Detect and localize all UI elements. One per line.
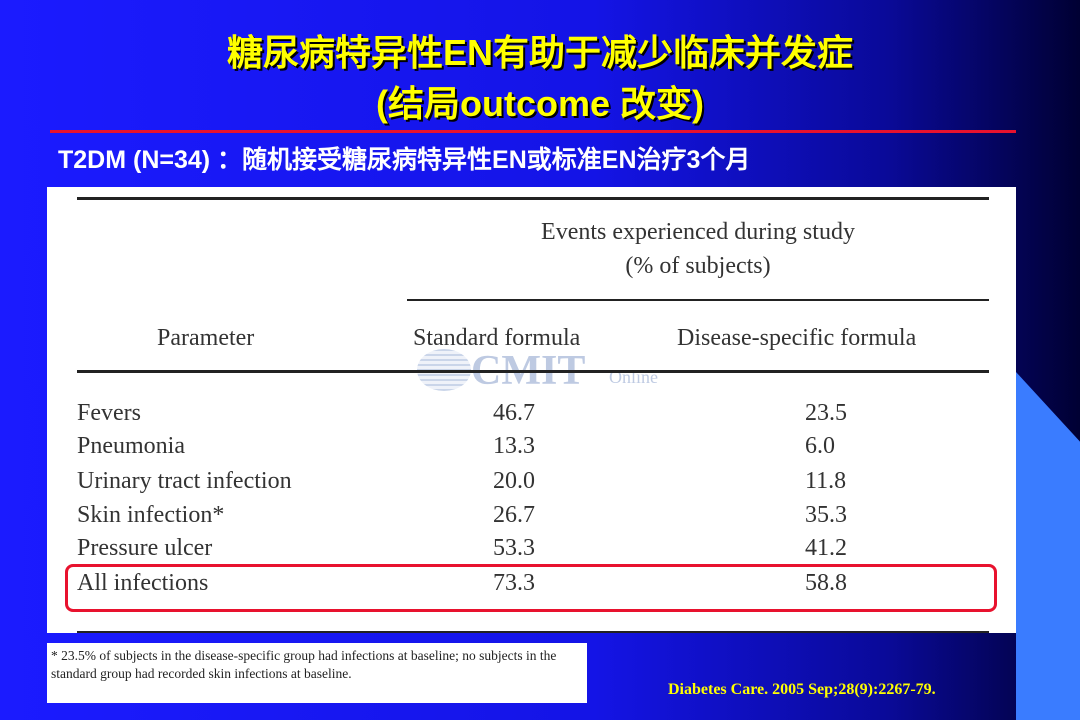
- events-subheader: (% of subjects): [625, 253, 771, 279]
- row-disease-specific-value: 23.5: [805, 400, 847, 426]
- column-header-standard: Standard formula: [413, 325, 581, 351]
- row-standard-value: 53.3: [493, 535, 535, 561]
- decorative-corner-shape: [1016, 372, 1080, 720]
- column-header-parameter: Parameter: [157, 325, 255, 351]
- row-parameter: Pneumonia: [77, 433, 185, 459]
- table-row: Pneumonia 13.3 6.0: [47, 431, 1016, 465]
- row-disease-specific-value: 11.8: [805, 468, 847, 494]
- all-infections-highlight-box: [65, 564, 997, 612]
- row-parameter: Urinary tract infection: [77, 468, 292, 494]
- table-header-rule: [77, 370, 989, 373]
- row-standard-value: 73.3: [493, 570, 535, 596]
- title-divider: [50, 130, 1016, 133]
- citation: Diabetes Care. 2005 Sep;28(9):2267-79.: [668, 681, 936, 698]
- table-top-rule: [77, 197, 989, 200]
- row-standard-value: 46.7: [493, 400, 535, 426]
- results-table: Events experienced during study (% of su…: [47, 187, 1016, 633]
- events-header: Events experienced during study: [541, 219, 855, 245]
- slide-title-line2: (结局outcome 改变): [376, 83, 704, 124]
- row-parameter: Skin infection*: [77, 502, 225, 528]
- row-disease-specific-value: 58.8: [805, 570, 847, 596]
- row-parameter: All infections: [77, 570, 209, 596]
- row-disease-specific-value: 35.3: [805, 502, 847, 528]
- row-standard-value: 13.3: [493, 433, 535, 459]
- table-bottom-rule: [77, 631, 989, 633]
- table-row: Pressure ulcer 53.3 41.2: [47, 533, 1016, 567]
- table-footnote: * 23.5% of subjects in the disease-speci…: [47, 643, 587, 703]
- row-parameter: Fevers: [77, 400, 141, 426]
- row-parameter: Pressure ulcer: [77, 535, 213, 561]
- row-standard-value: 20.0: [493, 468, 535, 494]
- table-row: Urinary tract infection 20.0 11.8: [47, 466, 1016, 500]
- table-row-all-infections: All infections 73.3 58.8: [47, 568, 1016, 602]
- column-header-disease-specific: Disease-specific formula: [677, 325, 917, 351]
- slide-subtitle: T2DM (N=34) ：随机接受糖尿病特异性EN或标准EN治疗3个月: [58, 146, 751, 174]
- footnote-text: * 23.5% of subjects in the disease-speci…: [51, 648, 557, 681]
- table-row: Fevers 46.7 23.5: [47, 398, 1016, 432]
- events-header-rule: [407, 299, 989, 301]
- row-standard-value: 26.7: [493, 502, 535, 528]
- table-row: Skin infection* 26.7 35.3: [47, 500, 1016, 534]
- slide-title-line1: 糖尿病特异性EN有助于减少临床并发症: [226, 32, 853, 73]
- row-disease-specific-value: 6.0: [805, 433, 835, 459]
- row-disease-specific-value: 41.2: [805, 535, 847, 561]
